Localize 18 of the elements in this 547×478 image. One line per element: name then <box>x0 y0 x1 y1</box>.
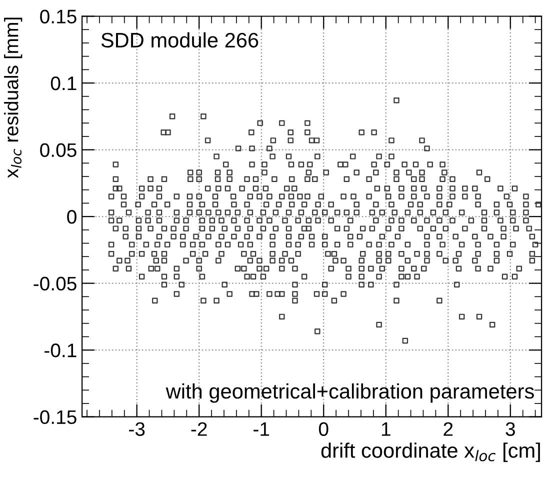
y-tick-label: 0.05 <box>40 143 76 158</box>
x-tick-label: 2 <box>444 422 453 436</box>
y-tick-label: 0.1 <box>50 76 76 90</box>
y-axis-title: x$_{loc}$ residuals [mm] <box>4 18 22 178</box>
x-tick-label: -1 <box>254 422 270 436</box>
annotation: SDD module 266 <box>101 32 258 48</box>
x-tick-label: 0 <box>318 422 328 436</box>
x-tick-label: -3 <box>129 422 145 436</box>
y-tick-label: -0.05 <box>34 276 76 291</box>
x-tick-label: 1 <box>382 422 390 436</box>
x-tick-label: 3 <box>506 422 515 436</box>
annotation: with geometrical+calibration parameters <box>166 383 534 403</box>
y-tick-label: -0.1 <box>44 344 76 358</box>
x-axis-title: drift coordinate x$_{loc}$ [cm] <box>321 442 540 462</box>
y-tick-label: 0 <box>67 210 76 224</box>
x-tick-label: -2 <box>191 422 207 436</box>
y-tick-label: 0.15 <box>40 10 76 24</box>
y-tick-label: -0.15 <box>34 410 76 424</box>
